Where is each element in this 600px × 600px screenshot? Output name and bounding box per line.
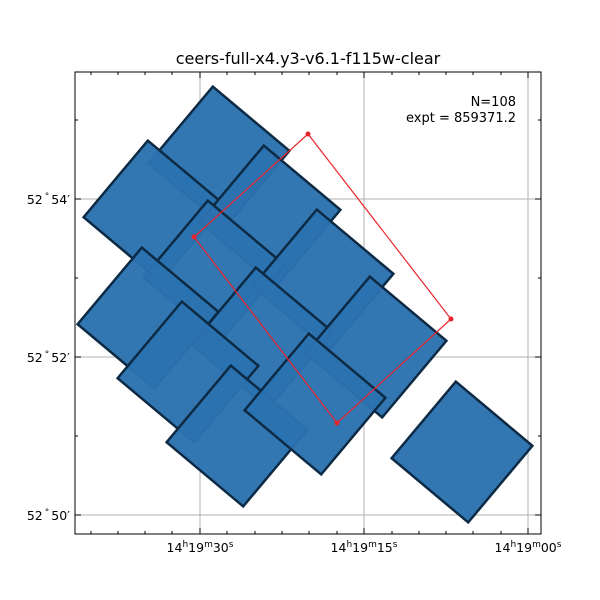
y-tick-degree-sign: ° xyxy=(45,350,50,360)
y-tick-degree-sign: ° xyxy=(45,508,50,518)
y-tick-degrees: 52 xyxy=(27,508,43,523)
exposure-tiles xyxy=(75,84,535,525)
x-tick-label-1: 14h19m15s xyxy=(331,540,398,555)
count-label: N=108 xyxy=(471,95,516,110)
x-tick-unit: s xyxy=(557,540,562,550)
x-tick-unit: h xyxy=(510,540,516,550)
chart-title: ceers-full-x4.y3-v6.1-f115w-clear xyxy=(176,49,441,68)
red-footprint-polygon xyxy=(191,131,454,426)
x-tick-unit: h xyxy=(182,540,188,550)
x-tick-unit: h xyxy=(346,540,352,550)
x-tick-value: 19 xyxy=(516,540,532,555)
x-tick-value: 00 xyxy=(541,540,557,555)
x-tick-unit: m xyxy=(204,540,213,550)
x-tick-value: 14 xyxy=(331,540,347,555)
footprint-vertex-3 xyxy=(191,234,197,240)
y-tick-degrees: 52 xyxy=(27,192,43,207)
x-tick-label-0: 14h19m30s xyxy=(167,540,234,555)
exposure-time-label: expt = 859371.2 xyxy=(406,111,516,126)
x-tick-value: 14 xyxy=(495,540,511,555)
x-tick-unit: s xyxy=(393,540,398,550)
y-tick-minutes: 54′ xyxy=(51,192,70,207)
y-tick-minutes: 50′ xyxy=(51,508,70,523)
x-tick-unit: s xyxy=(229,540,234,550)
y-tick-degree-sign: ° xyxy=(45,192,50,202)
x-tick-value: 30 xyxy=(213,540,229,555)
footprint-vertex-2 xyxy=(334,420,340,426)
y-tick-label-1: 52 ° 52′ xyxy=(27,350,70,365)
footprint-vertex-1 xyxy=(448,316,454,322)
x-tick-value: 14 xyxy=(167,540,183,555)
x-tick-value: 19 xyxy=(352,540,368,555)
axis-ticks xyxy=(75,72,541,534)
x-tick-unit: m xyxy=(368,540,377,550)
x-tick-unit: m xyxy=(532,540,541,550)
y-tick-labels: 52 ° 54′52 ° 52′52 ° 50′ xyxy=(27,192,70,523)
x-tick-value: 19 xyxy=(188,540,204,555)
y-tick-degrees: 52 xyxy=(27,350,43,365)
footprint-vertex-0 xyxy=(305,131,311,137)
y-tick-label-2: 52 ° 50′ xyxy=(27,508,70,523)
exposure-tile-11 xyxy=(389,379,535,525)
y-tick-label-0: 52 ° 54′ xyxy=(27,192,70,207)
exposure-tile-10 xyxy=(242,331,388,477)
x-tick-value: 15 xyxy=(377,540,393,555)
plot-frame xyxy=(74,71,542,535)
x-tick-labels: 14h19m30s 14h19m15s 14h19m00s xyxy=(167,540,562,555)
y-tick-minutes: 52′ xyxy=(51,350,70,365)
x-tick-label-2: 14h19m00s xyxy=(495,540,562,555)
